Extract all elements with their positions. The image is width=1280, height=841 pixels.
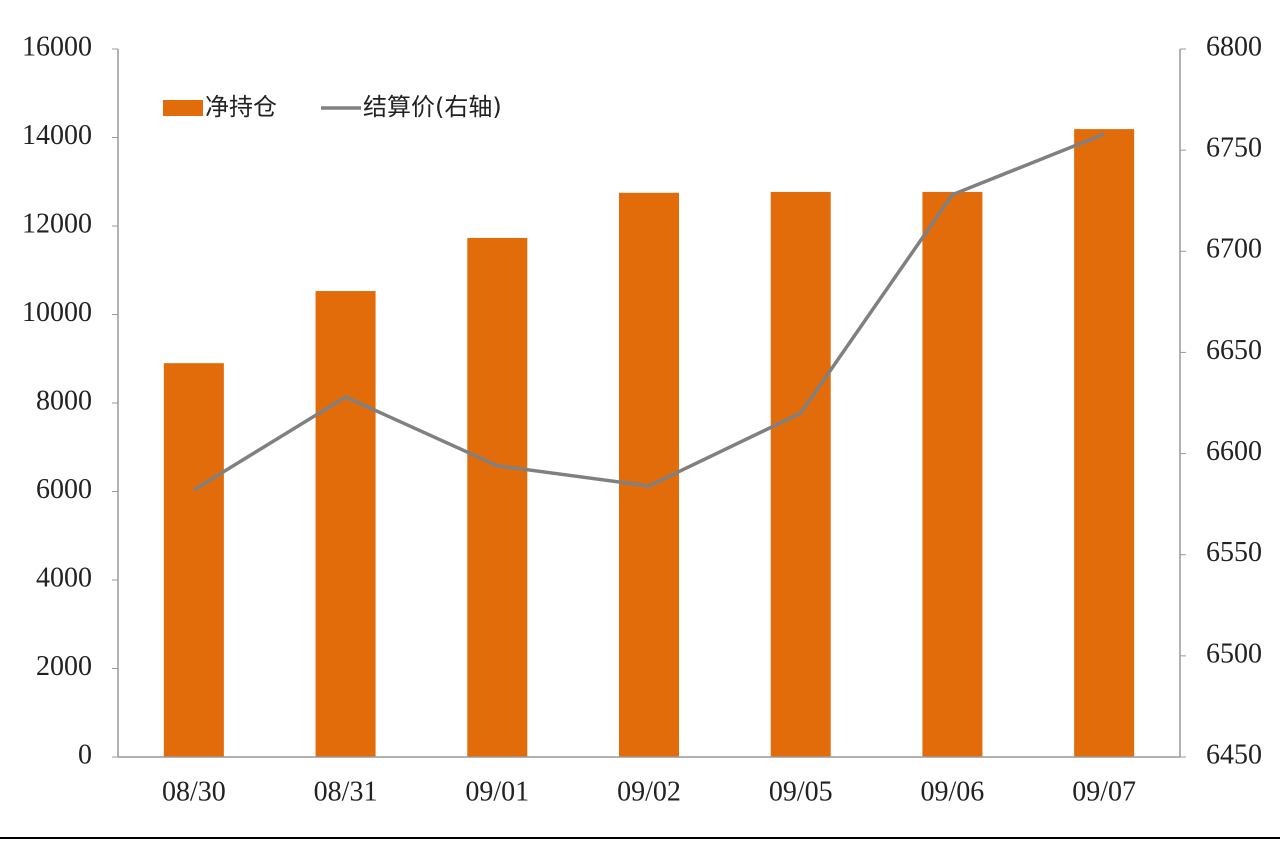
bar — [163, 363, 224, 757]
x-tick-label: 09/02 — [617, 776, 681, 807]
y-tick-label: 14000 — [22, 120, 92, 151]
y-tick-label: 12000 — [22, 208, 92, 239]
y2-tick-label: 6450 — [1206, 739, 1262, 770]
line — [192, 132, 1105, 492]
y2-tick-label: 6750 — [1206, 133, 1262, 164]
y2-tick-label: 6600 — [1206, 436, 1262, 467]
bar — [467, 237, 528, 757]
bar — [1074, 129, 1135, 757]
y-tick-label: 0 — [78, 739, 92, 770]
x-tick-label: 09/05 — [769, 776, 833, 807]
x-tick-label: 08/30 — [162, 776, 226, 807]
x-tick-label: 09/01 — [465, 776, 529, 807]
y2-tick-label: 6500 — [1206, 638, 1262, 669]
bar — [770, 191, 831, 758]
y-tick-label: 6000 — [36, 474, 92, 505]
y2-tick-label: 6800 — [1206, 31, 1262, 62]
x-tick-label: 08/31 — [314, 776, 378, 807]
y-tick-label: 10000 — [22, 297, 92, 328]
legend-label: 净持仓 — [205, 93, 277, 121]
y2-tick-label: 6650 — [1206, 335, 1262, 366]
legend-swatch — [163, 100, 203, 116]
y2-tick-label: 6700 — [1206, 234, 1262, 265]
y2-tick-label: 6550 — [1206, 537, 1262, 568]
y-tick-label: 4000 — [36, 562, 92, 593]
legend-label: 结算价(右轴) — [363, 93, 502, 121]
bar — [922, 191, 983, 758]
bar — [315, 291, 376, 757]
y-tick-label: 16000 — [22, 31, 92, 62]
y-tick-label: 8000 — [36, 385, 92, 416]
x-tick-label: 09/07 — [1072, 776, 1136, 807]
x-tick-label: 09/06 — [921, 776, 985, 807]
y-tick-label: 2000 — [36, 651, 92, 682]
